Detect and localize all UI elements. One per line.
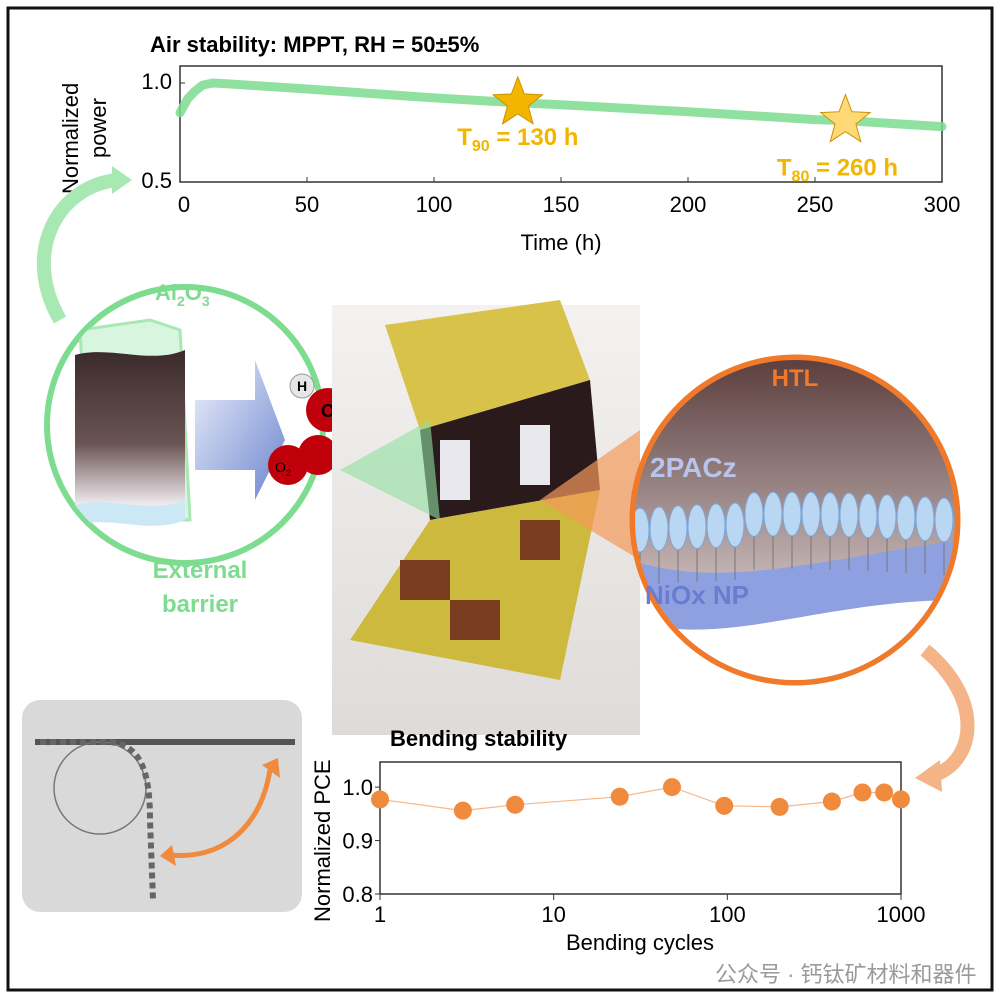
x-tick-label: 10 bbox=[541, 902, 565, 927]
chart-title: Bending stability bbox=[390, 726, 568, 751]
x-tick-label: 250 bbox=[797, 192, 834, 217]
chart-title: Air stability: MPPT, RH = 50±5% bbox=[150, 32, 479, 57]
bending-schematic bbox=[22, 700, 302, 912]
star-marker-icon bbox=[819, 93, 872, 143]
molecule-head bbox=[687, 504, 707, 550]
bending-stability-chart: Bending stability 1 10 100 1000 0.8 0.9 1.0 Be… bbox=[310, 726, 925, 955]
barrier-circle: Al2O3 H H O O2 External barrier bbox=[44, 280, 365, 618]
x-tick-label: 0 bbox=[178, 192, 190, 217]
data-point bbox=[715, 796, 734, 815]
data-point bbox=[506, 795, 525, 814]
data-point bbox=[662, 778, 681, 797]
green-curved-arrow bbox=[36, 173, 119, 324]
molecule-head bbox=[763, 491, 783, 537]
molecule-head bbox=[706, 503, 726, 549]
watermark: 公众号 · 钙钛矿材料和器件 bbox=[715, 962, 977, 987]
svg-text:O: O bbox=[321, 401, 335, 421]
star-marker-icon bbox=[491, 75, 544, 126]
y-axis-label-line2: power bbox=[86, 98, 111, 158]
molecule-head bbox=[877, 494, 897, 540]
molecule-head bbox=[820, 491, 840, 537]
data-point bbox=[892, 790, 910, 809]
data-point bbox=[875, 783, 894, 802]
x-tick-label: 300 bbox=[924, 192, 961, 217]
orange-curved-arrow bbox=[920, 644, 975, 782]
x-tick-label: 1000 bbox=[877, 902, 926, 927]
molecule-head bbox=[801, 491, 821, 537]
2pacz-label: 2PACz bbox=[650, 452, 737, 483]
molecule-head bbox=[896, 495, 916, 541]
data-point bbox=[770, 797, 789, 816]
y-axis-label-line1: Normalized bbox=[58, 83, 83, 194]
annotation-label: T90 = 130 h bbox=[457, 124, 578, 155]
niox-label: NiOx NP bbox=[645, 580, 749, 610]
data-point bbox=[822, 792, 841, 811]
y-tick-label: 0.9 bbox=[342, 829, 373, 854]
x-tick-label: 50 bbox=[295, 192, 319, 217]
y-tick-label: 0.8 bbox=[342, 882, 373, 907]
x-tick-label: 1 bbox=[374, 902, 386, 927]
molecule-head bbox=[858, 493, 878, 539]
molecule-head bbox=[915, 496, 935, 542]
data-point bbox=[453, 801, 472, 820]
molecule-head bbox=[934, 497, 954, 543]
x-tick-label: 100 bbox=[709, 902, 746, 927]
x-axis-label: Time (h) bbox=[520, 230, 601, 255]
y-axis-label: Normalized PCE bbox=[310, 759, 335, 922]
molecule-head bbox=[782, 491, 802, 537]
molecule-head bbox=[668, 505, 688, 551]
air-stability-chart: Air stability: MPPT, RH = 50±5% 0 50 100 15… bbox=[58, 32, 960, 255]
green-arrowhead-icon bbox=[112, 166, 132, 194]
y-tick-label: 0.5 bbox=[141, 168, 172, 193]
al2o3-label: Al2O3 bbox=[155, 280, 210, 309]
x-tick-label: 150 bbox=[543, 192, 580, 217]
y-tick-label: 1.0 bbox=[141, 69, 172, 94]
data-point bbox=[610, 787, 629, 806]
svg-text:H: H bbox=[297, 378, 307, 394]
svg-text:O2: O2 bbox=[275, 459, 291, 478]
molecule-head bbox=[744, 491, 764, 537]
external-barrier-label-1: External bbox=[153, 557, 248, 584]
plot-area bbox=[379, 761, 902, 895]
data-point bbox=[371, 790, 389, 809]
blue-arrow-icon bbox=[195, 360, 285, 500]
flexible-device-photo bbox=[332, 300, 640, 735]
molecule-head bbox=[649, 506, 669, 552]
x-tick-label: 200 bbox=[670, 192, 707, 217]
orange-arrowhead-icon bbox=[915, 760, 942, 792]
htl-label: HTL bbox=[772, 365, 819, 392]
x-axis-label: Bending cycles bbox=[566, 930, 714, 955]
annotation-label: T80 = 260 h bbox=[777, 155, 898, 186]
oxygen-molecule-icon: O2 bbox=[268, 435, 338, 485]
y-tick-label: 1.0 bbox=[342, 775, 373, 800]
data-point bbox=[853, 783, 872, 802]
bend-arrow-icon bbox=[169, 769, 273, 859]
external-barrier-label-2: barrier bbox=[162, 591, 238, 618]
series-line bbox=[175, 78, 947, 132]
molecule-head bbox=[839, 492, 859, 538]
x-tick-label: 100 bbox=[416, 192, 453, 217]
molecule-head bbox=[725, 502, 745, 548]
